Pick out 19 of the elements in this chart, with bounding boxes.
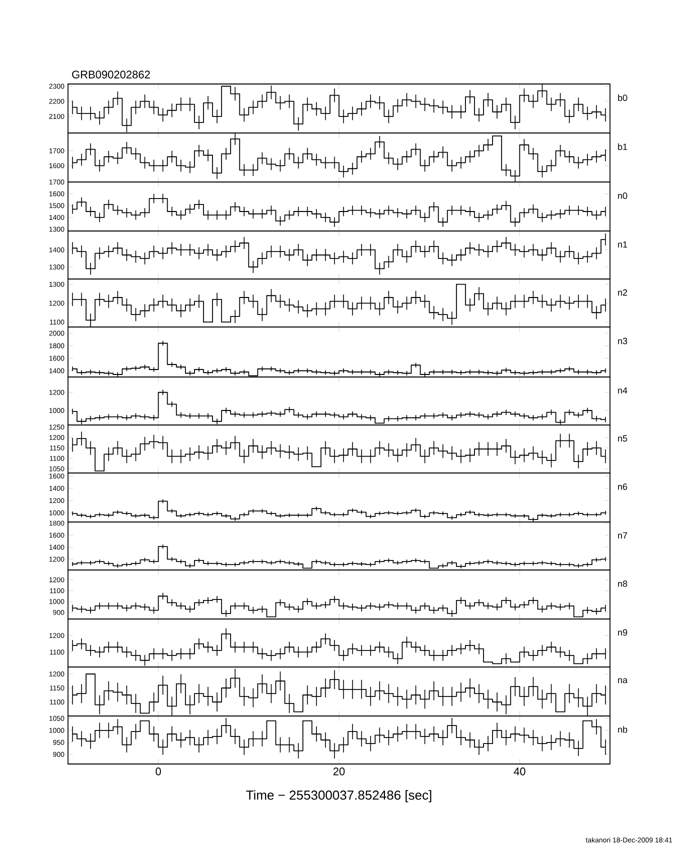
text: n3 xyxy=(618,338,628,344)
x-tick-label: 40 xyxy=(514,768,526,776)
series-label: n0 xyxy=(618,192,628,199)
text: n6 xyxy=(618,484,628,490)
text: n8 xyxy=(618,580,628,587)
text: n9 xyxy=(618,629,628,636)
x-tick-label: 20 xyxy=(333,768,345,776)
series-label: nb xyxy=(618,726,628,733)
text: b0 xyxy=(618,94,628,102)
x-axis-title: Time − 255300037.852486 [sec] xyxy=(246,790,432,802)
series-label: b1 xyxy=(618,143,628,150)
text: n5 xyxy=(618,435,628,442)
text: n4 xyxy=(618,387,628,394)
series-label: n2 xyxy=(618,289,628,296)
text: n7 xyxy=(618,532,628,539)
series-label: n1 xyxy=(618,241,628,248)
chart-title: GRB090202862 xyxy=(72,70,150,78)
x-tick-label: 0 xyxy=(156,768,161,776)
series-label: na xyxy=(618,678,628,684)
